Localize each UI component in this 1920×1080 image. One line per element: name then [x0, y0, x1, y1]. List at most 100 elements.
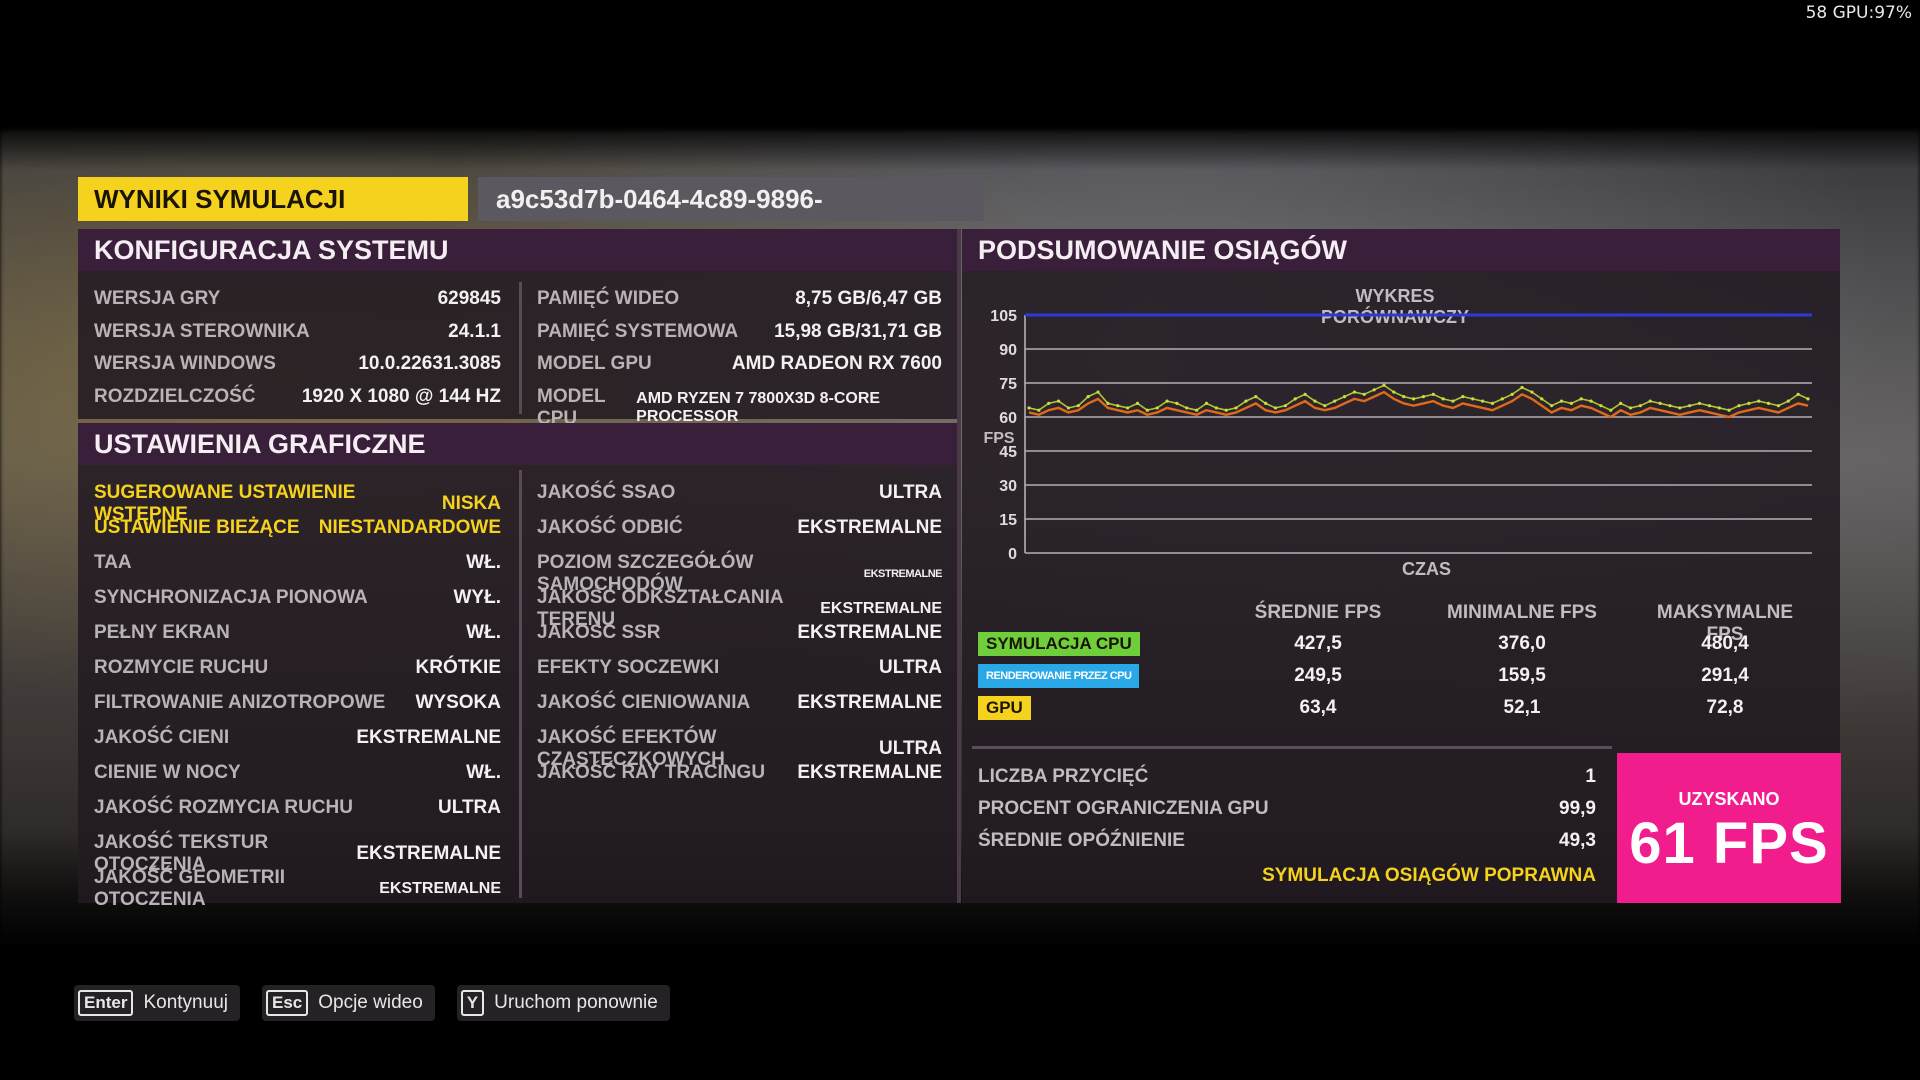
series-point [1451, 399, 1455, 403]
series-point [1096, 390, 1100, 394]
setting-row: PAMIĘĆ WIDEO 8,75 GB/6,47 GB [537, 288, 942, 310]
series-point [1707, 404, 1711, 408]
setting-value: 15,98 GB/31,71 GB [774, 320, 942, 342]
setting-row: POZIOM SZCZEGÓŁÓW SAMOCHODÓW EKSTREMALNE [537, 552, 943, 596]
video-options-button[interactable]: Esc Opcje wideo [261, 985, 435, 1021]
setting-label: JAKOŚĆ ROZMYCIA RUCHU [94, 797, 353, 818]
setting-label: TAA [94, 552, 132, 573]
setting-value: 8,75 GB/6,47 GB [795, 288, 942, 309]
fps-gpu-overlay: 58 GPU:97% [1805, 3, 1912, 23]
stat-value: 99,9 [1559, 798, 1596, 819]
series-point [1342, 395, 1347, 399]
y-axis-label: FPS [983, 430, 1014, 447]
y-tick-label: 45 [999, 444, 1017, 461]
setting-row: WERSJA GRY 629845 [94, 288, 501, 310]
setting-row: JAKOŚĆ SSAO ULTRA [537, 482, 942, 504]
setting-label: PEŁNY EKRAN [94, 622, 230, 643]
series-point [1185, 406, 1189, 410]
setting-row: SUGEROWANE USTAWIENIE WSTĘPNE NISKA [94, 482, 501, 526]
series-point [1283, 404, 1287, 408]
setting-value: ULTRA [879, 657, 942, 678]
table-cell: 63,4 [1299, 697, 1337, 718]
table-cell: 480,4 [1701, 633, 1749, 654]
setting-value: WŁ. [466, 762, 501, 783]
series-point [1648, 399, 1652, 403]
table-header: ŚREDNIE FPS [1254, 602, 1382, 623]
setting-row: ROZDZIELCZOŚĆ 1920 x 1080 @ 144 Hz [94, 386, 501, 408]
graphics-settings-header: USTAWIENIA GRAFICZNE [78, 423, 958, 465]
series-point [1244, 399, 1248, 403]
stat-label: PROCENT OGRANICZENIA GPU [978, 798, 1269, 819]
series-point [1441, 397, 1445, 401]
setting-label: CIENIE W NOCY [94, 762, 241, 783]
series-point [1421, 395, 1426, 399]
series-point [1609, 408, 1613, 412]
setting-row: CIENIE W NOCY WŁ. [94, 762, 501, 784]
top-fade [0, 0, 1920, 170]
y-tick-label: 15 [999, 512, 1017, 529]
y-tick-label: 75 [999, 376, 1017, 393]
series-point [1480, 399, 1485, 403]
table-row-label: GPU [978, 696, 1031, 720]
setting-label: FILTROWANIE ANIZOTROPOWE [94, 692, 386, 713]
restart-button[interactable]: Y Uruchom ponownie [456, 985, 670, 1021]
series-point [1461, 395, 1465, 399]
setting-row: EFEKTY SOCZEWKI ULTRA [537, 657, 942, 679]
setting-row: ROZMYCIE RUCHU KRÓTKIE [94, 657, 501, 679]
setting-value: EKSTREMALNE [863, 568, 943, 580]
divider [519, 282, 522, 414]
setting-row: JAKOŚĆ TEKSTUR OTOCZENIA EKSTREMALNE [94, 832, 501, 876]
setting-value: NISKA [441, 493, 501, 514]
performance-summary-header: PODSUMOWANIE OSIĄGÓW [962, 229, 1840, 271]
setting-label: WERSJA STEROWNIKA [94, 320, 310, 342]
setting-value: EKSTREMALNE [797, 517, 942, 538]
setting-value: WYŁ. [453, 587, 502, 608]
series-point [1550, 404, 1554, 408]
setting-row: JAKOŚĆ RAY TRACINGU EKSTREMALNE [537, 762, 942, 784]
series-point [1697, 401, 1702, 405]
series-point [1619, 401, 1623, 405]
series-point [1313, 399, 1317, 403]
setting-row: SYNCHRONIZACJA PIONOWA WYŁ. [94, 587, 501, 609]
setting-row: JAKOŚĆ GEOMETRII OTOCZENIA EKSTREMALNE [94, 867, 501, 911]
series-point [1678, 406, 1682, 410]
stat-value: 1 [1585, 766, 1596, 787]
continue-button[interactable]: Enter Kontynuuj [74, 985, 240, 1021]
setting-row: WERSJA WINDOWS 10.0.22631.3085 [94, 353, 501, 375]
series-point [1540, 397, 1544, 401]
setting-row: JAKOŚĆ CIENIOWANIA EKSTREMALNE [537, 692, 942, 714]
button-label: Kontynuuj [143, 992, 228, 1013]
series-point [1776, 404, 1781, 408]
setting-row: USTAWIENIE BIEŻĄCE NIESTANDARDOWE [94, 517, 501, 539]
series-point [1530, 390, 1534, 394]
series-point [1688, 404, 1692, 408]
series-point [1520, 385, 1524, 390]
setting-value: WŁ. [466, 622, 501, 643]
setting-value: 629845 [437, 288, 501, 309]
setting-value: ULTRA [879, 482, 942, 503]
series-point [1569, 401, 1573, 405]
setting-row: JAKOŚĆ SSR EKSTREMALNE [537, 622, 942, 644]
table-header: MINIMALNE FPS [1447, 602, 1597, 623]
title-bar: WYNIKI SYMULACJI OSIĄGÓW a9c53d7b-0464-4… [78, 177, 984, 258]
series-point [1155, 406, 1159, 410]
table-cell: 72,8 [1706, 697, 1744, 718]
table-row-label: SYMULACJA CPU [978, 632, 1140, 656]
fps-comparison-chart: 0 15 30 45 60 75 90 105 FPS CZAS [983, 308, 1812, 579]
button-label: Uruchom ponownie [494, 992, 658, 1013]
setting-value: EKSTREMALNE [820, 600, 942, 617]
setting-label: JAKOŚĆ RAY TRACINGU [537, 762, 766, 783]
series-line-1 [1028, 390, 1809, 419]
setting-value: WYSOKA [415, 692, 502, 713]
setting-value: KRÓTKIE [415, 657, 502, 678]
series-point [1717, 406, 1721, 410]
button-label: Opcje wideo [318, 992, 423, 1013]
stat-row: ŚREDNIE OPÓŹNIENIE 49,3 [978, 830, 1596, 852]
series-point [1559, 399, 1564, 403]
stat-label: ŚREDNIE OPÓŹNIENIE [978, 830, 1185, 851]
series-point [1047, 401, 1051, 405]
setting-label: ROZDZIELCZOŚĆ [94, 385, 256, 407]
result-box: UZYSKANO 61 FPS [1617, 753, 1841, 903]
series-point [1766, 401, 1771, 405]
setting-value: EKSTREMALNE [356, 843, 501, 864]
